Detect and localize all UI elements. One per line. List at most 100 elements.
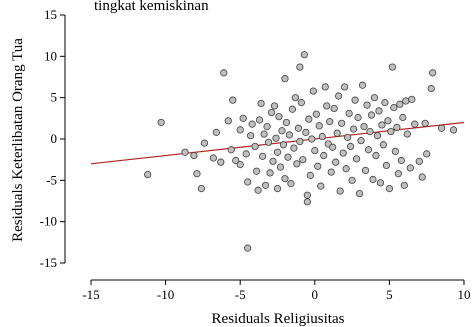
- data-point: [387, 127, 395, 136]
- data-point: [266, 169, 274, 177]
- data-point: [375, 107, 383, 115]
- data-point: [336, 187, 344, 195]
- data-point: [303, 198, 311, 206]
- data-point: [253, 167, 261, 175]
- data-point: [296, 63, 304, 71]
- data-point: [306, 171, 314, 179]
- data-point: [349, 125, 358, 133]
- regression-line-layer: [90, 121, 465, 165]
- data-point: [394, 170, 402, 178]
- data-point: [354, 113, 362, 122]
- data-point: [360, 123, 368, 131]
- data-point: [348, 176, 356, 184]
- data-point: [423, 150, 431, 158]
- y-tick-label: -15: [40, 255, 57, 270]
- data-point: [363, 101, 371, 109]
- regression-line: [90, 121, 465, 165]
- data-point: [144, 170, 152, 179]
- data-point: [303, 191, 311, 199]
- data-point: [300, 51, 308, 59]
- data-point: [311, 146, 319, 155]
- data-point: [255, 116, 264, 124]
- data-point: [361, 166, 370, 175]
- data-point: [341, 83, 349, 91]
- data-point: [244, 244, 252, 252]
- x-tick-label: 0: [312, 287, 319, 302]
- data-point: [273, 185, 282, 193]
- data-point: [242, 150, 250, 158]
- data-point: [449, 126, 458, 134]
- data-point: [411, 120, 419, 128]
- data-point: [239, 114, 247, 122]
- data-point: [312, 110, 320, 118]
- data-point: [399, 113, 407, 122]
- data-point: [281, 175, 289, 183]
- y-tick-label: -5: [46, 172, 57, 187]
- data-point: [290, 144, 298, 152]
- data-point: [378, 121, 386, 129]
- data-point: [381, 99, 389, 107]
- data-point: [357, 137, 365, 145]
- data-point: [330, 104, 338, 113]
- data-point: [376, 179, 385, 187]
- data-point: [415, 157, 423, 165]
- data-point: [329, 143, 337, 151]
- data-point: [232, 156, 240, 165]
- data-point: [314, 162, 322, 170]
- data-point: [293, 160, 301, 168]
- data-point: [309, 87, 317, 95]
- data-point: [236, 126, 244, 134]
- data-point: [408, 95, 416, 103]
- data-point: [402, 97, 410, 105]
- data-point: [244, 178, 252, 186]
- data-point: [333, 129, 341, 137]
- data-point: [308, 135, 316, 143]
- data-point: [347, 142, 355, 151]
- data-point: [385, 185, 393, 193]
- data-point: [345, 109, 353, 117]
- data-point: [260, 130, 268, 138]
- data-point: [236, 161, 244, 169]
- data-point: [251, 142, 259, 151]
- data-point: [294, 124, 302, 132]
- data-point: [197, 185, 206, 193]
- data-point: [224, 117, 232, 125]
- x-tick-label: 5: [386, 287, 393, 302]
- data-point: [157, 118, 165, 127]
- data-point: [217, 158, 225, 166]
- data-point: [344, 133, 352, 141]
- data-point: [227, 146, 235, 154]
- data-point: [373, 132, 382, 140]
- data-point: [358, 81, 367, 89]
- data-point: [297, 99, 305, 107]
- data-point: [257, 99, 265, 108]
- data-point: [193, 170, 201, 178]
- data-point: [323, 102, 331, 110]
- y-tick-label: 10: [44, 48, 57, 63]
- y-tick-label: 15: [44, 7, 57, 22]
- data-point: [305, 115, 313, 123]
- data-point: [317, 182, 325, 190]
- data-point: [212, 128, 220, 136]
- data-point: [299, 156, 307, 164]
- data-point: [248, 120, 256, 128]
- data-point: [429, 69, 437, 77]
- data-point: [332, 158, 340, 166]
- data-point: [272, 134, 280, 142]
- data-point: [282, 118, 291, 127]
- data-point: [367, 111, 376, 119]
- x-axis: -15 -10 -5 0 5 10: [82, 279, 471, 302]
- data-point: [351, 96, 359, 104]
- data-point: [254, 186, 262, 194]
- data-point: [327, 168, 335, 176]
- data-point: [288, 105, 297, 113]
- data-point: [342, 165, 350, 173]
- data-points-layer: [144, 51, 458, 252]
- x-tick-label: -5: [235, 287, 246, 302]
- data-point: [279, 141, 288, 149]
- data-point: [291, 94, 300, 102]
- data-point: [270, 102, 279, 110]
- data-point: [418, 173, 426, 181]
- data-point: [200, 139, 208, 147]
- data-point: [275, 113, 283, 121]
